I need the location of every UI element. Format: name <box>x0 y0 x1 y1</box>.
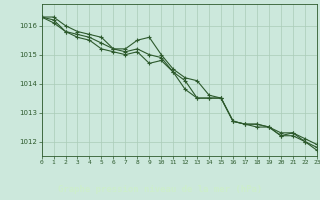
Text: Graphe pression niveau de la mer (hPa): Graphe pression niveau de la mer (hPa) <box>58 185 262 194</box>
